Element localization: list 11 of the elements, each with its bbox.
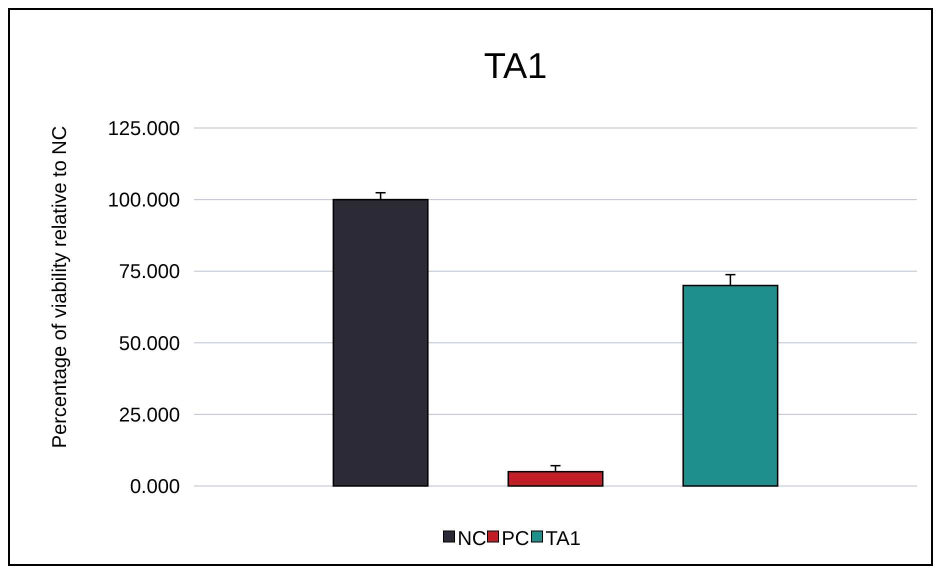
legend-label: TA1 (546, 528, 581, 550)
legend-label: NC (458, 528, 486, 550)
legend-label: PC (502, 528, 530, 550)
y-tick-label: 0.000 (130, 476, 180, 498)
chart-title: TA1 (484, 45, 548, 86)
y-tick-label: 125.000 (108, 118, 180, 140)
y-axis-title: Percentage of viability relative to NC (49, 126, 71, 448)
y-tick-label: 50.000 (118, 332, 180, 355)
y-tick-label: 25.000 (118, 404, 180, 426)
y-tick-label: 75.000 (118, 261, 180, 284)
y-tick-label: 100.000 (108, 190, 180, 212)
